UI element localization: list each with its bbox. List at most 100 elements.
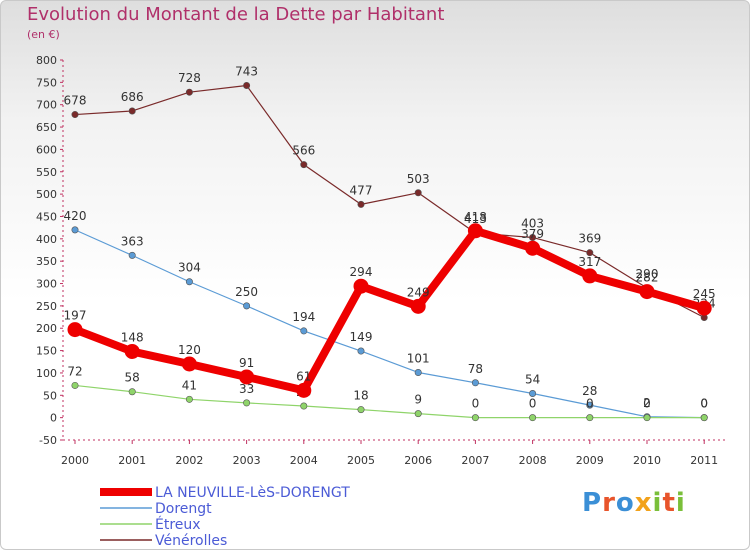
data-label-venerolles: 678	[64, 94, 87, 108]
data-label-la-neuville-les-dorengt: 379	[521, 227, 544, 241]
y-tick-label: 550	[36, 166, 57, 179]
data-label-etreux: 33	[239, 382, 254, 396]
data-point-venerolles	[71, 111, 79, 119]
data-label-la-neuville-les-dorengt: 418	[464, 210, 487, 224]
data-point-venerolles	[128, 107, 136, 115]
data-label-etreux: 58	[125, 371, 140, 385]
y-tick-label: 600	[36, 143, 57, 156]
logo-letter: r	[602, 488, 616, 518]
x-tick-label: 2001	[118, 454, 146, 467]
x-tick-label: 2007	[461, 454, 489, 467]
series-line-etreux	[74, 384, 705, 419]
y-tick-label: 150	[36, 345, 57, 358]
chart-subtitle: (en €)	[27, 28, 60, 41]
data-label-dorengt: 28	[582, 384, 597, 398]
data-label-la-neuville-les-dorengt: 197	[64, 309, 87, 323]
data-point-dorengt	[300, 327, 308, 335]
data-point-venerolles	[586, 249, 594, 257]
data-point-etreux	[643, 414, 651, 422]
data-point-la-neuville-les-dorengt	[696, 300, 712, 316]
data-label-la-neuville-les-dorengt: 249	[407, 285, 430, 299]
data-label-etreux: 0	[700, 397, 708, 411]
data-point-etreux	[529, 414, 537, 422]
y-tick-label: 500	[36, 188, 57, 201]
data-point-dorengt	[529, 390, 537, 398]
y-tick-label: 750	[36, 76, 57, 89]
data-label-venerolles: 477	[350, 183, 373, 197]
logo-letter: t	[662, 488, 676, 518]
x-tick-label: 2004	[290, 454, 318, 467]
data-label-venerolles: 369	[578, 232, 601, 246]
data-label-dorengt: 194	[292, 310, 315, 324]
proxiti-logo[interactable]: Proxiti	[582, 488, 686, 518]
data-point-etreux	[300, 402, 308, 410]
series-line-dorengt	[74, 229, 705, 419]
x-tick-label: 2010	[633, 454, 661, 467]
series-line-la-neuville-les-dorengt	[71, 226, 709, 395]
data-label-venerolles: 743	[235, 64, 258, 78]
data-point-etreux	[128, 388, 136, 396]
data-label-venerolles: 290	[636, 267, 659, 281]
data-point-la-neuville-les-dorengt	[525, 240, 541, 256]
chart-title: Evolution du Montant de la Dette par Hab…	[27, 4, 445, 25]
data-point-la-neuville-les-dorengt	[67, 322, 83, 338]
data-label-venerolles: 728	[178, 71, 201, 85]
data-label-dorengt: 250	[235, 285, 258, 299]
data-label-venerolles: 566	[292, 144, 315, 158]
data-point-dorengt	[243, 302, 251, 310]
logo-letter: i	[675, 488, 686, 518]
data-point-dorengt	[586, 401, 594, 409]
data-point-venerolles	[243, 81, 251, 89]
y-tick-label: -50	[39, 434, 57, 447]
data-label-venerolles: 403	[521, 216, 544, 230]
data-label-la-neuville-les-dorengt: 245	[693, 287, 716, 301]
x-tick-label: 2003	[233, 454, 261, 467]
data-point-la-neuville-les-dorengt	[467, 223, 483, 239]
y-tick-label: 100	[36, 367, 57, 380]
legend-label-la-neuville-les-dorengt: LA NEUVILLE-LèS-DORENGT	[155, 485, 350, 501]
data-point-dorengt	[71, 226, 79, 234]
y-tick-label: 800	[36, 54, 57, 67]
data-label-etreux: 9	[414, 393, 422, 407]
x-tick-label: 2000	[61, 454, 89, 467]
data-point-la-neuville-les-dorengt	[296, 382, 312, 398]
data-label-venerolles: 413	[464, 212, 487, 226]
data-label-etreux: 0	[472, 397, 480, 411]
data-label-etreux: 0	[529, 397, 537, 411]
y-tick-label: 300	[36, 278, 57, 291]
data-point-etreux	[71, 381, 79, 389]
data-label-la-neuville-les-dorengt: 120	[178, 343, 201, 357]
y-tick-label: 350	[36, 255, 57, 268]
data-point-venerolles	[357, 200, 365, 208]
data-label-la-neuville-les-dorengt: 282	[636, 271, 659, 285]
y-tick-label: 50	[43, 389, 57, 402]
data-label-dorengt: 420	[64, 209, 87, 223]
data-point-venerolles	[414, 189, 422, 197]
data-point-etreux	[243, 399, 251, 407]
data-label-venerolles: 503	[407, 172, 430, 186]
data-label-dorengt: 0	[700, 397, 708, 411]
data-label-la-neuville-les-dorengt: 61	[296, 369, 311, 383]
data-label-etreux: 41	[182, 378, 197, 392]
x-tick-label: 2005	[347, 454, 375, 467]
y-tick-label: 0	[50, 412, 57, 425]
data-point-etreux	[700, 414, 708, 422]
data-point-venerolles	[300, 161, 308, 169]
data-point-la-neuville-les-dorengt	[239, 369, 255, 385]
y-tick-label: 200	[36, 322, 57, 335]
data-label-la-neuville-les-dorengt: 148	[121, 330, 144, 344]
data-point-dorengt	[128, 251, 136, 259]
legend-label-dorengt: Dorengt	[155, 501, 212, 517]
data-label-la-neuville-les-dorengt: 317	[578, 255, 601, 269]
series-line-venerolles	[74, 84, 705, 319]
data-point-etreux	[185, 395, 193, 403]
x-tick-label: 2011	[690, 454, 718, 467]
data-label-la-neuville-les-dorengt: 91	[239, 356, 254, 370]
data-label-etreux: 0	[643, 397, 651, 411]
logo-letter: o	[615, 488, 635, 518]
legend-label-etreux: Étreux	[155, 516, 201, 533]
data-label-dorengt: 363	[121, 234, 144, 248]
data-label-etreux: 18	[353, 389, 368, 403]
data-point-dorengt	[357, 347, 365, 355]
